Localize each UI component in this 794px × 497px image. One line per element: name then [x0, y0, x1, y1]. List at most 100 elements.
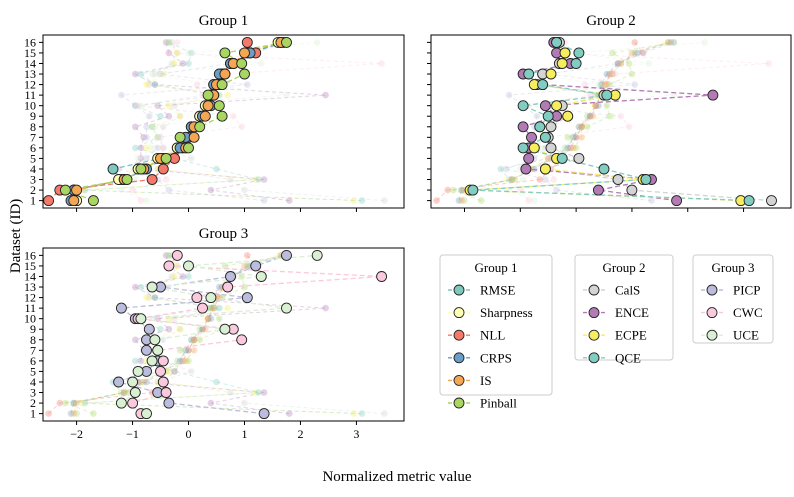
data-point-uce	[219, 323, 231, 335]
faded-point	[134, 155, 142, 162]
y-tick-label: 2	[30, 396, 36, 410]
faded-point	[143, 123, 150, 131]
axes-frame	[430, 34, 792, 209]
faded-point	[244, 252, 251, 259]
data-point-pinball	[219, 47, 231, 59]
data-point-ecpe	[551, 100, 563, 112]
faded-point	[165, 39, 173, 46]
data-point-ecpe	[562, 110, 574, 122]
faded-point	[614, 60, 622, 67]
faded-point	[165, 49, 173, 57]
data-point-ecpe	[545, 68, 557, 80]
faded-point	[544, 155, 552, 162]
faded-point	[132, 144, 139, 152]
y-tick-label: 9	[30, 109, 36, 123]
faded-point	[151, 294, 159, 301]
data-point-is	[188, 131, 200, 143]
faded-line-rmse	[461, 41, 669, 201]
faded-line-qce	[84, 41, 363, 202]
faded-point	[531, 165, 538, 173]
y-tick-label: 3	[30, 386, 36, 400]
faded-line-cwc	[131, 42, 382, 201]
faded-point	[701, 39, 708, 46]
faded-point	[503, 165, 510, 173]
data-point-ecpe	[539, 163, 551, 175]
faded-point	[73, 399, 80, 407]
faded-point	[664, 39, 672, 46]
faded-point	[171, 315, 178, 323]
faded-point	[358, 410, 366, 417]
faded-point	[188, 336, 195, 344]
faded-point	[227, 176, 234, 183]
data-point-pinball	[87, 195, 99, 207]
data-point-picp	[143, 323, 155, 335]
faded-point	[143, 378, 150, 386]
panel-2: Group 2	[427, 13, 792, 212]
y-tick-label: 4	[30, 375, 36, 389]
legend-entry-ecpe: ECPE	[583, 328, 647, 343]
data-point-ence	[517, 121, 529, 133]
faded-point	[381, 197, 388, 204]
faded-point	[511, 176, 518, 183]
faded-point	[176, 325, 184, 333]
faded-point	[667, 39, 675, 46]
faded-point	[115, 389, 122, 396]
data-point-is	[219, 68, 231, 80]
faded-point	[168, 39, 175, 46]
faded-point	[174, 357, 181, 365]
faded-point	[255, 389, 262, 396]
x-tick-label: 0	[186, 427, 192, 441]
faded-point	[614, 60, 622, 67]
faded-point	[199, 325, 206, 333]
faded-point	[313, 39, 321, 46]
faded-point	[609, 112, 616, 120]
data-point-pinball	[135, 163, 147, 175]
data-point-cwc	[155, 365, 166, 377]
faded-point	[132, 123, 139, 131]
faded-point	[185, 357, 192, 365]
legend-frame	[439, 254, 553, 396]
faded-point	[283, 91, 290, 99]
faded-point	[188, 49, 195, 57]
faded-point	[137, 144, 145, 152]
faded-point	[519, 176, 527, 183]
faded-line-picp	[504, 41, 674, 202]
data-point-is	[199, 110, 211, 122]
faded-point	[90, 410, 97, 417]
faded-point	[146, 81, 153, 88]
data-point-is	[71, 184, 83, 196]
faded-point	[597, 81, 605, 88]
faded-point	[132, 102, 139, 109]
faded-point	[455, 197, 463, 204]
data-point-qce	[542, 110, 554, 122]
faded-point	[505, 176, 513, 183]
series-line-cwc	[131, 254, 382, 415]
data-point-uce	[146, 355, 158, 367]
faded-point	[137, 357, 145, 365]
faded-line-qce	[84, 254, 363, 415]
legend-label: Sharpness	[480, 305, 533, 320]
faded-point	[182, 357, 189, 365]
y-tick-label: 11	[24, 88, 36, 102]
data-point-picp	[281, 249, 292, 261]
y-tick-label: 7	[30, 343, 36, 357]
faded-point	[176, 347, 184, 354]
y-tick-label: 1	[30, 407, 36, 421]
faded-point	[151, 123, 159, 131]
faded-line-cwc	[519, 42, 769, 201]
faded-point	[188, 368, 195, 375]
legend-label: Pinball	[480, 396, 517, 411]
x-tick-label: 1	[241, 427, 247, 441]
faded-point	[199, 325, 206, 333]
faded-line-is	[73, 254, 282, 414]
faded-point	[132, 357, 139, 365]
data-point-uce	[141, 408, 152, 420]
faded-point	[542, 176, 549, 183]
legend-marker	[453, 307, 465, 319]
faded-point	[224, 304, 231, 312]
faded-point	[477, 197, 485, 204]
faded-point	[165, 252, 173, 259]
data-point-qce	[517, 100, 529, 112]
